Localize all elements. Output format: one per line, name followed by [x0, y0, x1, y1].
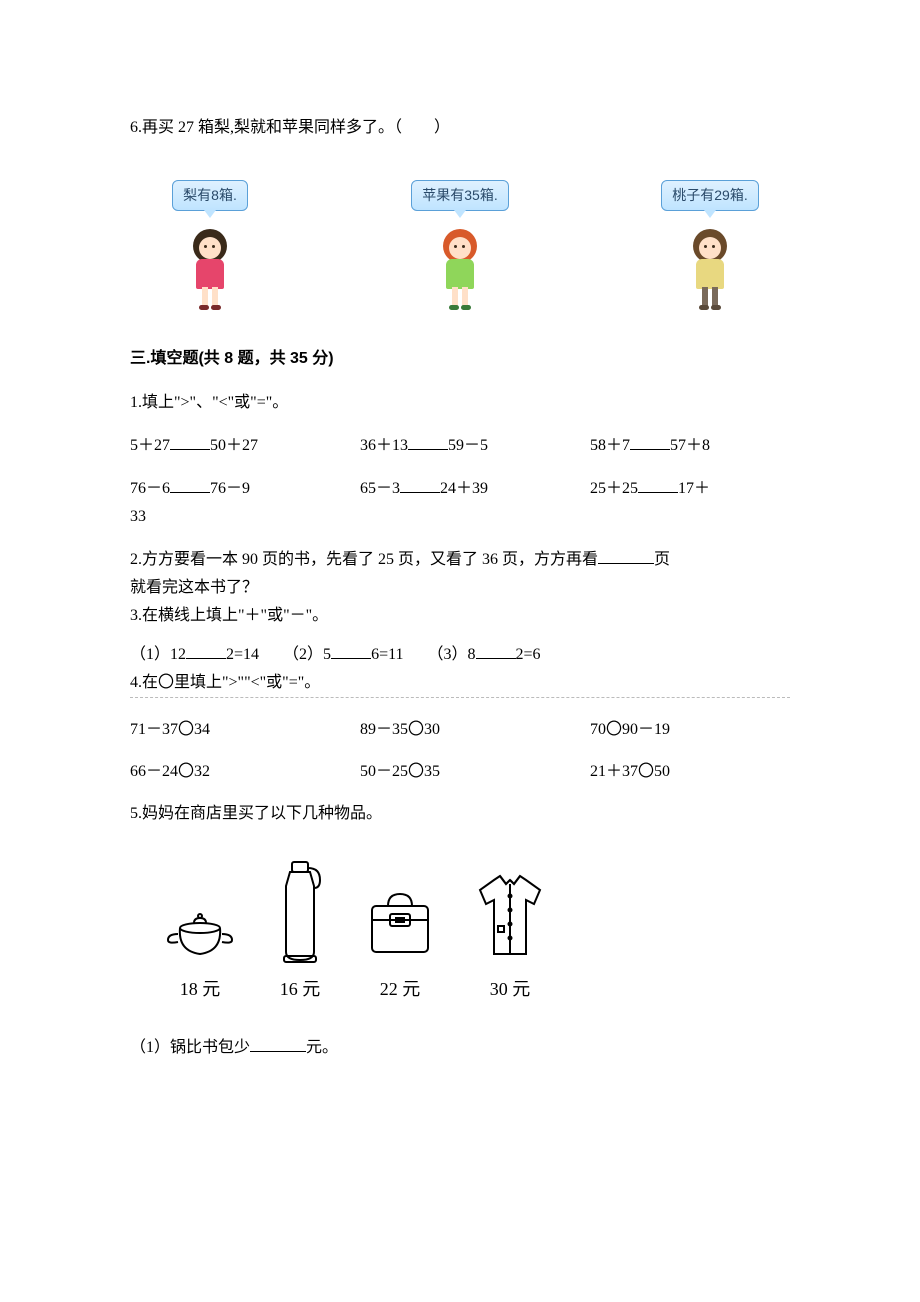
leg-right [712, 287, 718, 307]
kid-girl-2 [430, 227, 490, 307]
q1-prompt: 1.填上">"、"<"或"="。 [130, 391, 790, 415]
thermos-icon [270, 856, 330, 966]
q3-prompt: 3.在横线上填上"＋"或"－"。 [130, 604, 790, 628]
leg-left [202, 287, 208, 307]
q4-expr-4: 66－24〇32 [130, 760, 330, 784]
eye-left [204, 245, 207, 248]
speech-bubble-apple: 苹果有35箱. [411, 180, 508, 211]
q4-expr-5: 50－25〇35 [360, 760, 560, 784]
item-shirt: 30 元 [470, 866, 550, 1003]
dress [196, 259, 224, 289]
q1-expr-4: 76－676－9 [130, 476, 330, 501]
q2-line2: 就看完这本书了？ [130, 576, 790, 600]
leg-left [702, 287, 708, 307]
pot-icon [160, 906, 240, 966]
leg-right [212, 287, 218, 307]
shirt [696, 259, 724, 289]
shoe-left [449, 305, 459, 310]
q5-prompt: 5.妈妈在商店里买了以下几种物品。 [130, 802, 790, 826]
eye-right [712, 245, 715, 248]
item-pot: 18 元 [160, 906, 240, 1003]
blank[interactable] [408, 433, 448, 450]
shoe-right [211, 305, 221, 310]
price-thermos: 16 元 [280, 976, 321, 1003]
item-bag: 22 元 [360, 886, 440, 1003]
leg-right [462, 287, 468, 307]
q5-sub1: （1）锅比书包少 元。 [130, 1035, 790, 1060]
q1-row1: 5＋2750＋27 36＋1359－5 58＋757＋8 [130, 433, 790, 458]
q3-item-2: （2）56=11 [283, 642, 403, 667]
section-3-heading: 三.填空题(共 8 题，共 35 分) [130, 347, 790, 371]
q1-expr-3: 58＋757＋8 [590, 433, 790, 458]
figure-apple: 苹果有35箱. [390, 180, 530, 307]
q3-item-3: （3）82=6 [428, 642, 541, 667]
eye-right [462, 245, 465, 248]
speech-bubble-pear: 梨有8箱. [172, 180, 248, 211]
eye-right [212, 245, 215, 248]
item-thermos: 16 元 [270, 856, 330, 1003]
q2-text-b: 页 [654, 551, 670, 568]
blank[interactable] [598, 547, 654, 564]
q4-expr-6: 21＋37〇50 [590, 760, 790, 784]
dress [446, 259, 474, 289]
q6-text: 6.再买 27 箱梨,梨就和苹果同样多了。（ ） [130, 119, 450, 136]
q2-text-a: 2.方方要看一本 90 页的书，先看了 25 页，又看了 36 页，方方再看 [130, 551, 598, 568]
q5-sub1-b: 元。 [306, 1039, 338, 1056]
q1-row2: 76－676－9 65－324＋39 25＋2517＋ [130, 476, 790, 501]
figures-row: 梨有8箱. 苹果有35箱. [130, 180, 790, 307]
speech-bubble-peach: 桃子有29箱. [661, 180, 758, 211]
shoe-left [199, 305, 209, 310]
q4-expr-3: 70〇90－19 [590, 718, 790, 742]
q2-line1: 2.方方要看一本 90 页的书，先看了 25 页，又看了 36 页，方方再看 页 [130, 547, 790, 572]
q1-expr-5: 65－324＋39 [360, 476, 560, 501]
figure-pear: 梨有8箱. [140, 180, 280, 307]
q1-expr-6: 25＋2517＋ [590, 476, 790, 501]
blank[interactable] [400, 476, 440, 493]
dotted-separator [130, 697, 790, 698]
q4-expr-1: 71－37〇34 [130, 718, 330, 742]
shoe-left [699, 305, 709, 310]
figure-peach: 桃子有29箱. [640, 180, 780, 307]
blank[interactable] [476, 642, 516, 659]
blank[interactable] [331, 642, 371, 659]
question-6: 6.再买 27 箱梨,梨就和苹果同样多了。（ ） [130, 116, 790, 140]
price-shirt: 30 元 [490, 976, 531, 1003]
q4-expr-2: 89－35〇30 [360, 718, 560, 742]
blank[interactable] [170, 433, 210, 450]
q1-expr-2: 36＋1359－5 [360, 433, 560, 458]
price-pot: 18 元 [180, 976, 221, 1003]
eye-left [454, 245, 457, 248]
shoe-right [461, 305, 471, 310]
price-bag: 22 元 [380, 976, 421, 1003]
q1-expr-1: 5＋2750＋27 [130, 433, 330, 458]
q4-row1: 71－37〇34 89－35〇30 70〇90－19 [130, 718, 790, 742]
q4-prompt: 4.在〇里填上">""<"或"="。 [130, 671, 790, 695]
q4-row2: 66－24〇32 50－25〇35 21＋37〇50 [130, 760, 790, 784]
bag-icon [360, 886, 440, 966]
q3-row: （1）122=14 （2）56=11 （3）82=6 [130, 642, 790, 667]
q5-sub1-a: （1）锅比书包少 [130, 1039, 250, 1056]
eye-left [704, 245, 707, 248]
kid-girl-1 [180, 227, 240, 307]
face [199, 237, 221, 259]
q3-item-1: （1）122=14 [130, 642, 259, 667]
blank[interactable] [170, 476, 210, 493]
q1-row2-cont: 33 [130, 505, 790, 529]
face [699, 237, 721, 259]
face [449, 237, 471, 259]
worksheet-page: 6.再买 27 箱梨,梨就和苹果同样多了。（ ） 梨有8箱. 苹果有35箱. [0, 0, 920, 1124]
blank[interactable] [638, 476, 678, 493]
blank[interactable] [250, 1035, 306, 1052]
kid-boy [680, 227, 740, 307]
items-row: 18 元 16 元 [160, 856, 790, 1003]
blank[interactable] [186, 642, 226, 659]
shirt-icon [470, 866, 550, 966]
leg-left [452, 287, 458, 307]
shoe-right [711, 305, 721, 310]
blank[interactable] [630, 433, 670, 450]
